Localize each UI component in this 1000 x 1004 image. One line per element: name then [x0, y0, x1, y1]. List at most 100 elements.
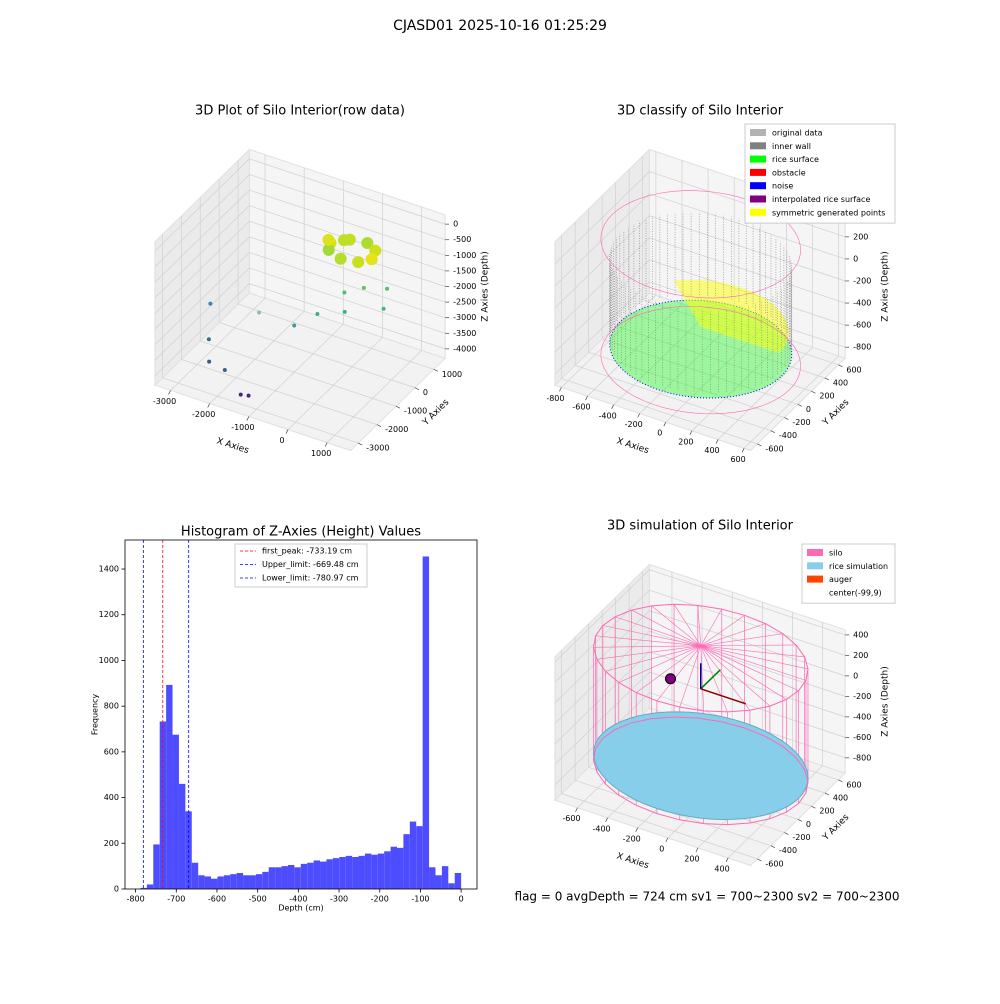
- grid-line: [561, 793, 758, 860]
- x-tick-label: -400: [592, 824, 610, 833]
- grid-line: [154, 267, 250, 361]
- histogram-bar: [249, 875, 256, 889]
- histogram-bar: [448, 883, 455, 889]
- histogram-bar: [396, 847, 404, 889]
- z-tick-label: 0: [853, 254, 858, 263]
- grid-line: [554, 610, 650, 704]
- grid-line: [649, 237, 846, 304]
- histogram-bar: [339, 857, 346, 889]
- y-tick-label: -1000: [404, 407, 427, 416]
- grid-line: [249, 267, 446, 334]
- grid-line: [170, 297, 266, 391]
- tick-mark: [784, 832, 789, 835]
- legend-swatch: [750, 129, 766, 136]
- y-tick-label: 1200: [99, 610, 119, 619]
- grid-line: [219, 322, 415, 389]
- legend-label: rice surface: [772, 155, 819, 164]
- chart-title: 3D classify of Silo Interior: [617, 104, 784, 119]
- z-tick-label: -800: [853, 343, 871, 352]
- legend-label: interpolated rice surface: [772, 195, 870, 204]
- grid-line: [162, 377, 359, 444]
- x-tick-label: -2000: [192, 410, 215, 419]
- grid-line: [209, 310, 305, 404]
- tick-mark: [838, 364, 843, 368]
- data-point: [222, 368, 227, 373]
- y-tick-label: 200: [104, 839, 119, 848]
- grid-line: [249, 252, 446, 319]
- z-axis-label: Z Axies (Depth): [881, 666, 891, 737]
- data-point: [334, 252, 347, 265]
- z-tick-label: -200: [853, 276, 871, 285]
- histogram-bar: [409, 821, 417, 889]
- data-point: [322, 243, 335, 256]
- grid-line: [154, 283, 250, 377]
- chart-title: 3D simulation of Silo Interior: [607, 519, 794, 534]
- tick-mark: [358, 442, 363, 446]
- z-tick-label: -1500: [453, 266, 476, 275]
- histogram-bar: [390, 846, 397, 889]
- histogram-bar: [223, 875, 231, 889]
- z-tick-label: -400: [853, 299, 871, 308]
- histogram-bar: [153, 844, 160, 889]
- grid-line: [649, 589, 846, 656]
- x-axis-label: Depth (cm): [278, 904, 323, 913]
- grid-line: [237, 303, 434, 370]
- legend-swatch: [750, 142, 766, 150]
- silo-roof: [596, 645, 701, 660]
- data-point: [381, 306, 386, 311]
- silo-roof: [700, 644, 797, 647]
- y-tick-label: 1400: [99, 565, 119, 574]
- y-tick-label: 400: [833, 378, 848, 387]
- histogram-bar: [211, 878, 218, 889]
- y-tick-label: 0: [806, 820, 811, 829]
- z-tick-label: -2500: [453, 298, 476, 307]
- histogram-bar: [403, 834, 410, 889]
- histogram-bar: [198, 875, 205, 889]
- grid-line: [154, 220, 250, 314]
- histogram-bar: [172, 734, 179, 889]
- histogram-bar: [191, 862, 199, 889]
- grid-line: [649, 569, 846, 636]
- legend-swatch: [750, 155, 766, 163]
- tick-mark: [637, 413, 641, 418]
- grid-line: [248, 324, 344, 417]
- z-tick-label: -3500: [453, 329, 476, 338]
- grid-line: [249, 158, 446, 225]
- histogram-bar: [230, 874, 237, 889]
- silo-roof: [615, 616, 701, 647]
- legend-label: rice simulation: [829, 562, 888, 571]
- grid-line: [575, 365, 771, 432]
- rice-disk: [592, 711, 809, 821]
- figure-title: CJASD01 2025-10-16 01:25:29: [393, 18, 607, 34]
- histogram-bar: [300, 863, 308, 889]
- histogram-bar: [435, 875, 442, 889]
- legend-swatch: [750, 168, 766, 176]
- histogram-bar: [377, 853, 385, 889]
- tick-mark: [824, 377, 830, 381]
- grid-line: [287, 337, 383, 430]
- y-tick-label: 800: [104, 702, 119, 711]
- grid-line: [554, 259, 650, 353]
- legend-label: obstacle: [772, 168, 806, 177]
- legend-label: inner wall: [772, 142, 811, 151]
- tick-mark: [246, 416, 250, 421]
- x-tick-label: -700: [167, 895, 185, 904]
- tick-mark: [797, 404, 803, 407]
- grid-line: [249, 220, 446, 287]
- histogram-bar: [441, 866, 449, 889]
- z-axis-label: Z Axies (Depth): [881, 251, 891, 322]
- grid-line: [554, 171, 650, 265]
- legend-swatch: [807, 575, 823, 583]
- grid-line: [588, 351, 785, 418]
- legend-label: silo: [829, 549, 843, 558]
- grid-line: [629, 312, 825, 379]
- silo-roof: [700, 615, 745, 647]
- tick-mark: [741, 448, 745, 453]
- histogram-bar: [345, 855, 353, 889]
- silo-bottom: [592, 716, 809, 826]
- data-point: [385, 286, 390, 291]
- y-tick-label: 0: [806, 405, 811, 414]
- x-tick-label: -3000: [153, 397, 176, 406]
- grid-line: [554, 193, 650, 287]
- silo-roof: [700, 645, 751, 711]
